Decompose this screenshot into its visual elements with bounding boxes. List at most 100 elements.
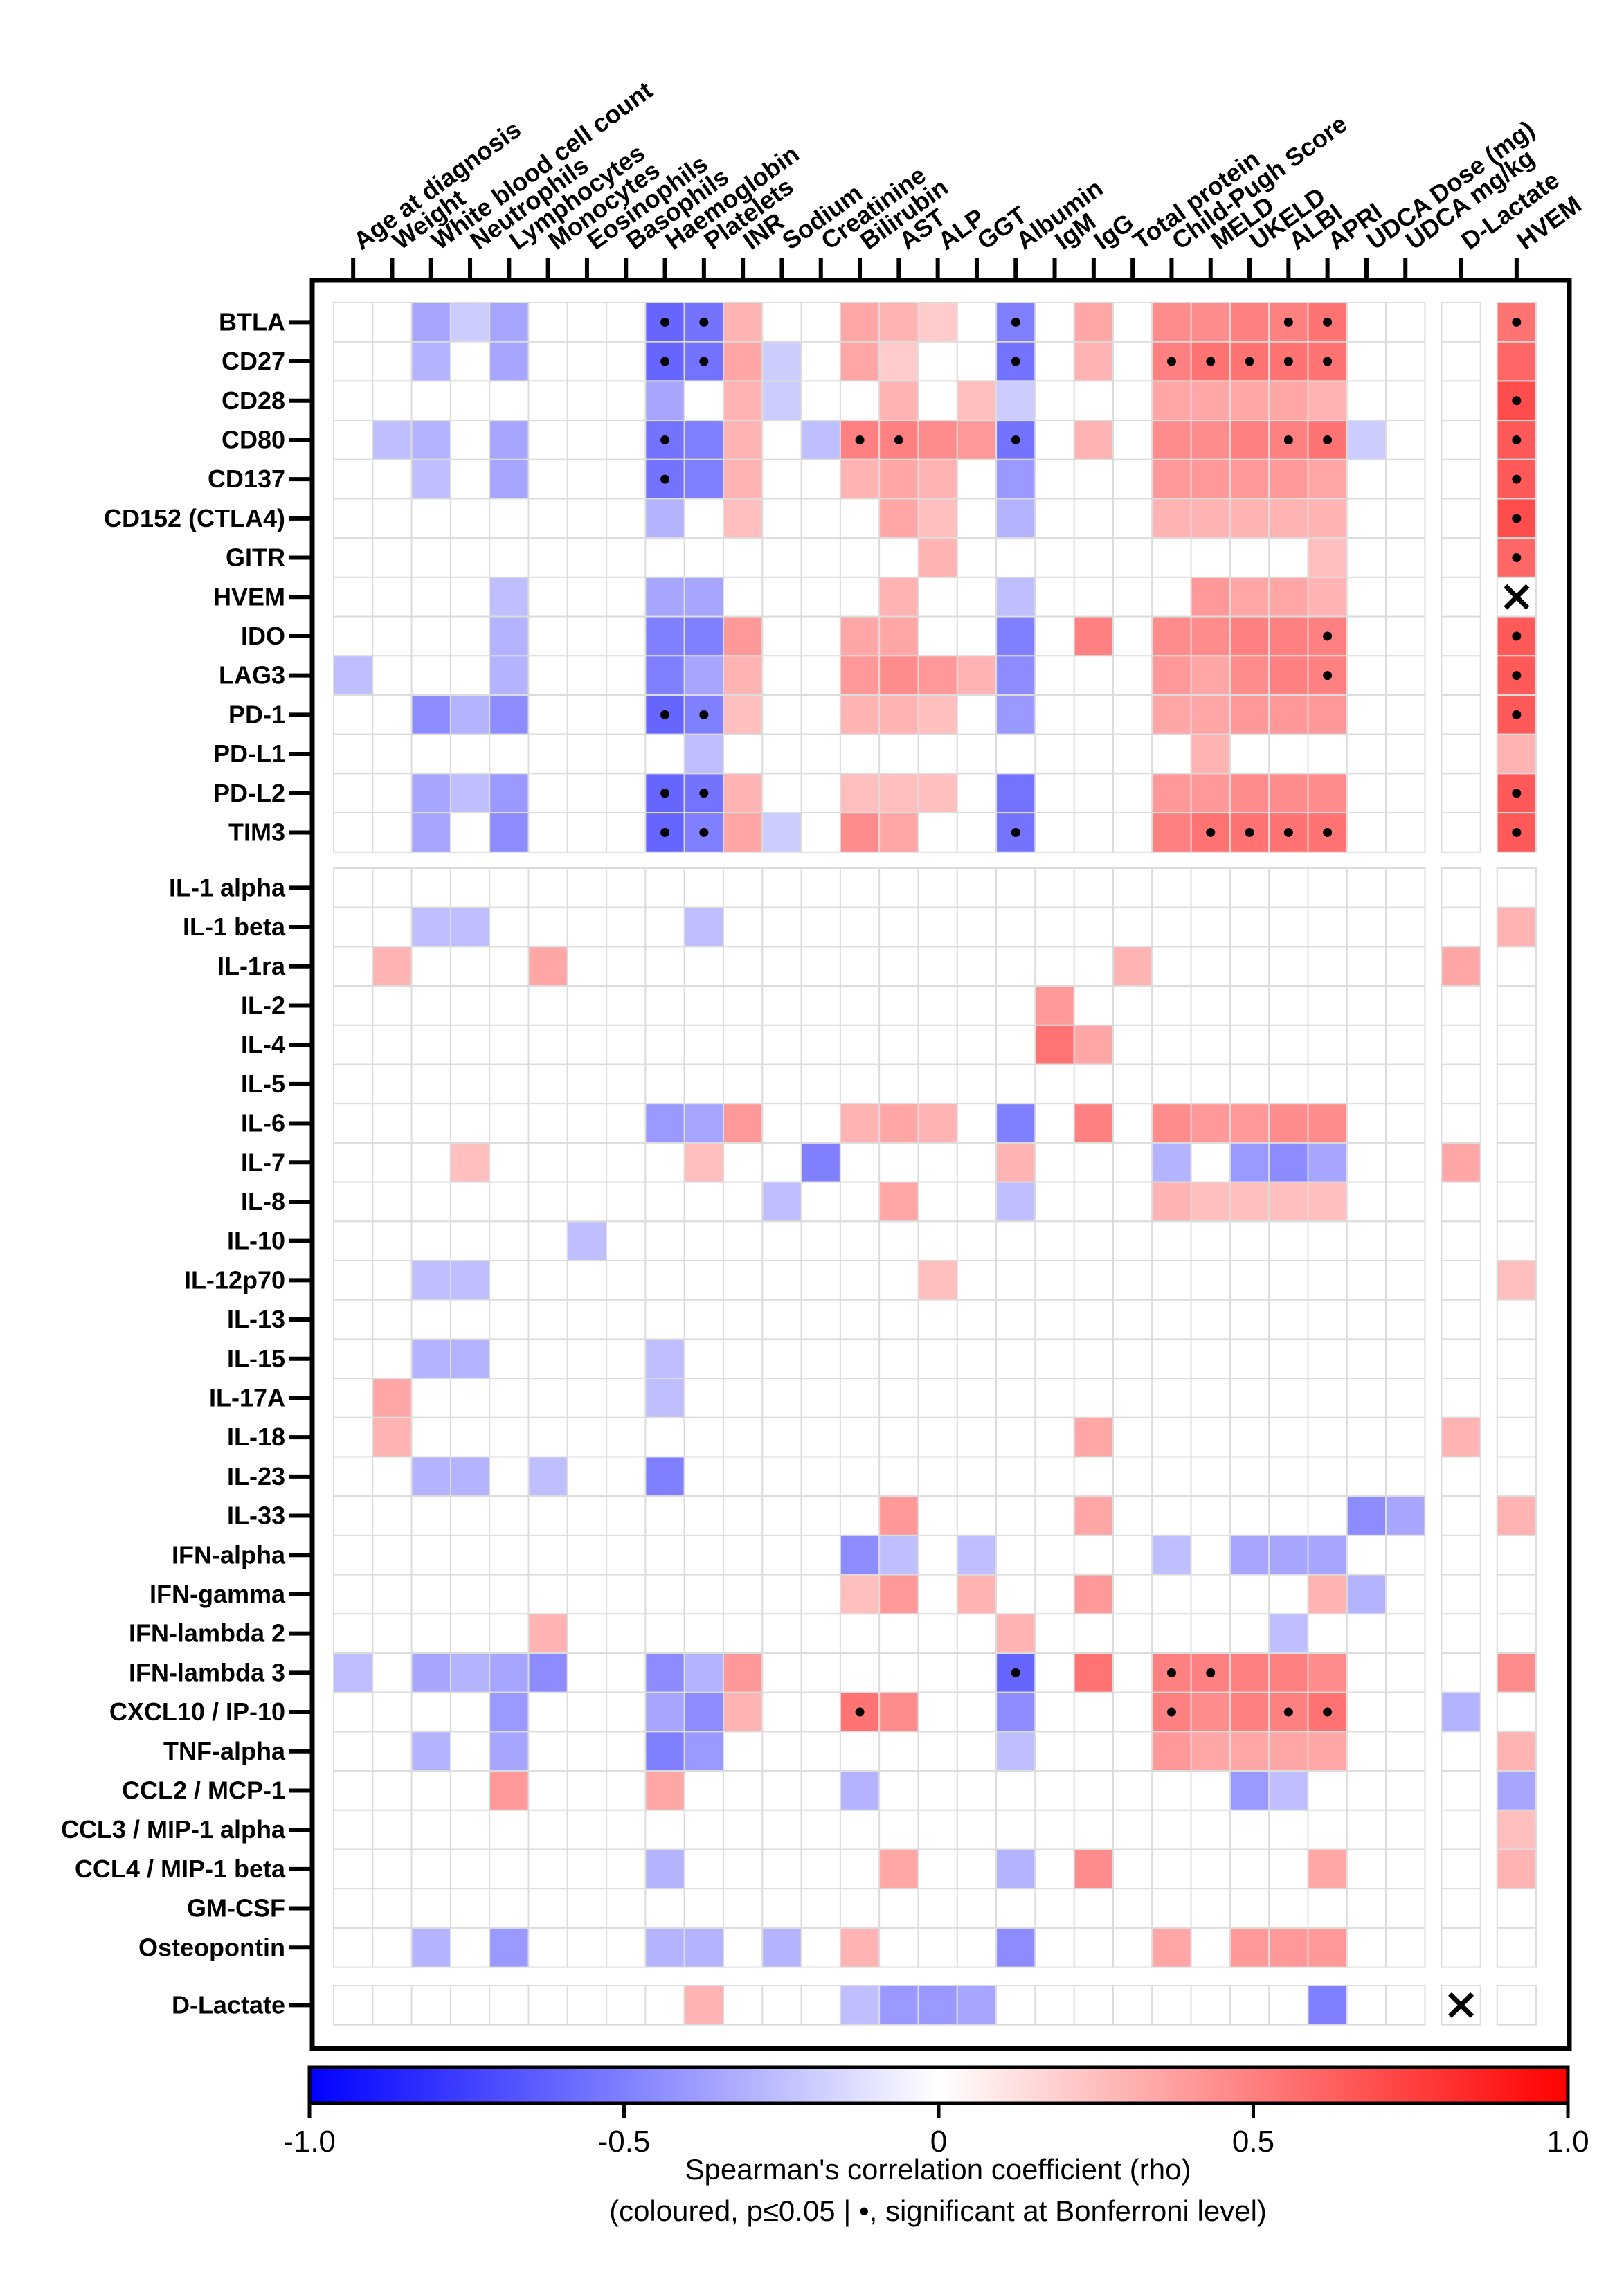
cell-gitr-apri (1307, 537, 1348, 578)
cell-ccl3-mip-1-alpha-total-protein (1112, 1809, 1153, 1850)
bonferroni-dot-btla-platelets (699, 317, 709, 327)
cell-il-23-basophils (606, 1456, 647, 1497)
cell-ifn-alpha-sodium (761, 1534, 802, 1576)
cell-il-6-apri (1307, 1103, 1348, 1144)
cell-ifn-gamma-basophils (606, 1574, 647, 1615)
cell-cd28-white-blood-cell-count (410, 380, 451, 422)
cell-btla-igm (1034, 302, 1075, 343)
cell-il-8-igg (1073, 1181, 1114, 1223)
cell-ifn-alpha-basophils (606, 1534, 647, 1576)
cell-il-5-monocytes (527, 1063, 568, 1105)
cell-tnf-alpha-d-lactate (1441, 1731, 1481, 1772)
row-label-pd-1: PD-1 (228, 700, 285, 728)
cell-osteopontin-d-lactate (1441, 1927, 1481, 1968)
cell-cxcl10-ip-10-inr (723, 1691, 764, 1733)
cell-ifn-lambda-2-igm (1034, 1613, 1075, 1655)
cell-pd-l2-inr (723, 773, 764, 814)
cell-cxcl10-ip-10-ggt (956, 1691, 998, 1733)
cell-ifn-lambda-3-hvem (1496, 1652, 1537, 1693)
bonferroni-dot-tim3-meld (1206, 827, 1216, 837)
cell-gitr-ukeld (1229, 537, 1270, 578)
cell-ccl3-mip-1-alpha-neutrophils (449, 1809, 491, 1850)
cell-cd152-ctla4-eosinophils (566, 498, 608, 539)
cell-il-1ra-white-blood-cell-count (410, 946, 451, 987)
cell-il-2-udca-mg-kg (1385, 985, 1426, 1026)
cell-ccl2-mcp-1-alp (917, 1770, 958, 1811)
cell-gm-csf-udca-mg-kg (1385, 1888, 1426, 1929)
cell-ifn-lambda-3-neutrophils (449, 1652, 491, 1693)
cell-ccl3-mip-1-alpha-white-blood-cell-count (410, 1809, 451, 1850)
cell-il-5-udca-mg-kg (1385, 1063, 1426, 1105)
cell-il-15-hvem (1496, 1338, 1537, 1380)
cell-il-12p70-ggt (956, 1260, 998, 1301)
cell-cd152-ctla4-bilirubin (839, 498, 881, 539)
cell-il-7-meld (1190, 1142, 1231, 1183)
cell-il-4-haemoglobin (644, 1024, 685, 1065)
cell-il-8-creatinine (800, 1181, 841, 1223)
cell-ifn-gamma-alp (917, 1574, 958, 1615)
cell-cd137-basophils (606, 458, 647, 500)
cell-il-17a-neutrophils (449, 1378, 491, 1418)
cell-pd-l2-ukeld (1229, 773, 1270, 814)
cell-tnf-alpha-hvem (1496, 1731, 1537, 1772)
cell-ccl2-mcp-1-igg (1073, 1770, 1114, 1811)
cell-il-7-age-at-diagnosis (333, 1142, 374, 1183)
cell-il-18-inr (723, 1416, 764, 1458)
cell-il-10-weight (372, 1220, 413, 1262)
cell-osteopontin-child-pugh-score (1151, 1927, 1192, 1968)
cell-il-17a-child-pugh-score (1151, 1378, 1192, 1418)
row-label-il-17a: IL-17A (209, 1383, 285, 1412)
cell-cd28-bilirubin (839, 380, 881, 422)
cell-hvem-udca-dose-mg (1346, 576, 1387, 618)
cell-il-6-neutrophils (449, 1103, 491, 1144)
cell-cd137-monocytes (527, 458, 568, 500)
cell-cd27-igm (1034, 341, 1075, 382)
cell-pd-1-child-pugh-score (1151, 694, 1192, 735)
cell-ifn-lambda-3-weight (372, 1652, 413, 1693)
cell-il-1-alpha-age-at-diagnosis (333, 867, 374, 908)
cell-il-4-d-lactate (1441, 1024, 1481, 1065)
cell-il-10-eosinophils (566, 1220, 608, 1262)
cell-tnf-alpha-child-pugh-score (1151, 1731, 1192, 1772)
cell-pd-1-basophils (606, 694, 647, 735)
cell-il-1-beta-platelets (683, 906, 725, 948)
row-label-tnf-alpha: TNF-alpha (163, 1737, 286, 1765)
cell-ifn-lambda-2-white-blood-cell-count (410, 1613, 451, 1655)
cell-il-17a-igg (1073, 1378, 1114, 1418)
cell-btla-ukeld (1229, 302, 1270, 343)
cell-ifn-gamma-creatinine (800, 1574, 841, 1615)
cell-d-lactate-alp (917, 1985, 958, 2026)
cell-ccl2-mcp-1-d-lactate (1441, 1770, 1481, 1811)
cell-hvem-neutrophils (449, 576, 491, 618)
cell-ccl2-mcp-1-platelets (683, 1770, 725, 1811)
cell-ccl4-mip-1-beta-child-pugh-score (1151, 1848, 1192, 1890)
cell-ifn-lambda-2-age-at-diagnosis (333, 1613, 374, 1655)
cell-cxcl10-ip-10-hvem (1496, 1691, 1537, 1733)
cell-pd-l2-total-protein (1112, 773, 1153, 814)
cell-ifn-lambda-3-total-protein (1112, 1652, 1153, 1693)
cell-il-7-bilirubin (839, 1142, 881, 1183)
cell-ifn-alpha-eosinophils (566, 1534, 608, 1576)
cell-il-8-udca-mg-kg (1385, 1181, 1426, 1223)
cell-ccl3-mip-1-alpha-lymphocytes (489, 1809, 530, 1850)
cell-il-23-child-pugh-score (1151, 1456, 1192, 1497)
cell-il-1-alpha-eosinophils (566, 867, 608, 908)
cell-ccl4-mip-1-beta-meld (1190, 1848, 1231, 1890)
cell-cxcl10-ip-10-monocytes (527, 1691, 568, 1733)
cell-il-6-monocytes (527, 1103, 568, 1144)
cell-ido-bilirubin (839, 615, 881, 657)
cell-pd-1-ukeld (1229, 694, 1270, 735)
cell-ifn-gamma-age-at-diagnosis (333, 1574, 374, 1615)
cell-ccl2-mcp-1-weight (372, 1770, 413, 1811)
cell-cd27-weight (372, 341, 413, 382)
cell-ccl3-mip-1-alpha-age-at-diagnosis (333, 1809, 374, 1850)
cell-ccl4-mip-1-beta-apri (1307, 1848, 1348, 1890)
cell-ifn-lambda-3-platelets (683, 1652, 725, 1693)
cell-ifn-lambda-3-d-lactate (1441, 1652, 1481, 1693)
cell-il-23-monocytes (527, 1456, 568, 1497)
cell-pd-l2-bilirubin (839, 773, 881, 814)
cell-il-18-meld (1190, 1416, 1231, 1458)
cell-ifn-lambda-3-igg (1073, 1652, 1114, 1693)
cell-il-17a-albumin (995, 1378, 1036, 1418)
cell-il-2-neutrophils (449, 985, 491, 1026)
